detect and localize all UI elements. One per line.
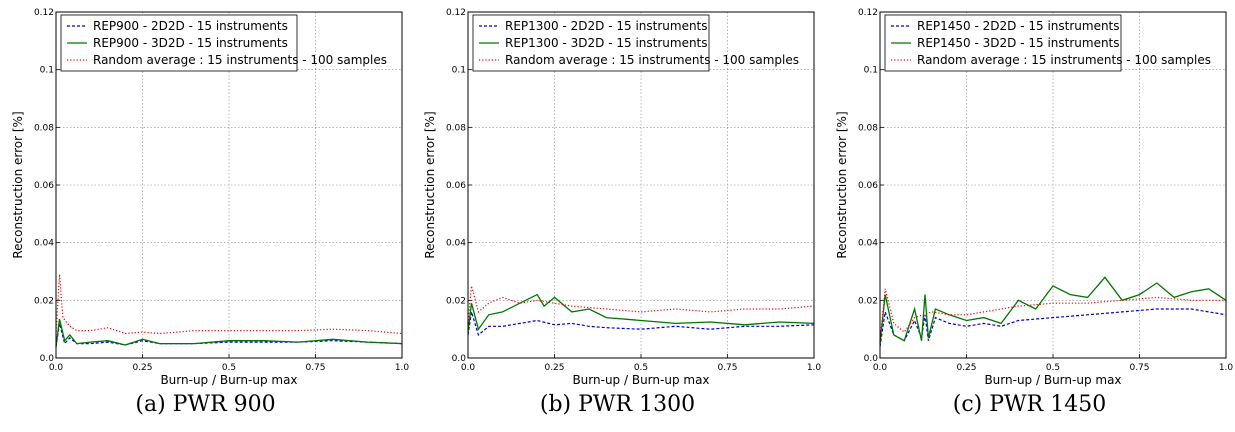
chart-panel-a: 0.0 0.02 0.04 0.06 0.08 0.1 0.12 0.0 0.25 0.5 0.75… xyxy=(0,0,411,432)
x-axis-label: Burn-up / Burn-up max xyxy=(160,373,297,387)
legend-label: REP900 - 2D2D - 15 instruments xyxy=(93,19,288,33)
line-chart-c: 0.0 0.02 0.04 0.06 0.08 0.1 0.12 0.0 0.25 0.5 0.75… xyxy=(835,8,1234,387)
y-axis-label: Reconstruction error [%] xyxy=(11,111,25,258)
chart-caption: (a) PWR 900 xyxy=(135,392,276,417)
y-tick-label: 0.1 xyxy=(452,66,466,76)
series-line-3 xyxy=(55,274,403,335)
x-tick-label: 0.5 xyxy=(1046,363,1060,373)
chart-caption: (c) PWR 1450 xyxy=(952,392,1107,417)
x-tick-label: 0.25 xyxy=(956,363,976,373)
y-tick-label: 0.08 xyxy=(446,123,466,133)
series-line-2 xyxy=(879,276,1227,344)
legend-box xyxy=(884,14,1122,72)
y-tick-label: 0.04 xyxy=(858,239,878,249)
x-tick-label: 0.25 xyxy=(544,363,564,373)
y-tick-label: 0.04 xyxy=(34,239,54,249)
y-axis-label: Reconstruction error [%] xyxy=(423,111,437,258)
chart-panel-c: 0.0 0.02 0.04 0.06 0.08 0.1 0.12 0.0 0.25 0.5 0.75… xyxy=(824,0,1235,432)
legend-label: REP1300 - 3D2D - 15 instruments xyxy=(505,36,708,50)
y-tick-label: 0.1 xyxy=(40,66,54,76)
y-tick-label: 0.08 xyxy=(34,123,54,133)
x-tick-label: 0.0 xyxy=(873,363,888,373)
y-tick-label: 0.1 xyxy=(864,66,878,76)
series-line-3 xyxy=(467,285,815,324)
legend-label: Random average : 15 instruments - 100 sa… xyxy=(505,53,799,67)
legend-label: REP1450 - 2D2D - 15 instruments xyxy=(917,19,1120,33)
y-tick-label: 0.0 xyxy=(864,354,879,364)
y-tick-label: 0.12 xyxy=(34,8,54,18)
y-tick-label: 0.08 xyxy=(858,123,878,133)
x-tick-label: 1.0 xyxy=(1219,363,1234,373)
chart-panel-b: 0.0 0.02 0.04 0.06 0.08 0.1 0.12 0.0 0.25 0.5 0.75… xyxy=(412,0,823,432)
x-tick-label: 0.75 xyxy=(717,363,737,373)
series-line-3 xyxy=(879,288,1226,341)
legend-label: Random average : 15 instruments - 100 sa… xyxy=(917,53,1211,67)
x-tick-label: 0.25 xyxy=(132,363,152,373)
y-tick-label: 0.06 xyxy=(34,181,54,191)
chart-caption: (b) PWR 1300 xyxy=(539,392,696,417)
y-tick-label: 0.06 xyxy=(446,181,466,191)
series-line-1 xyxy=(467,311,815,336)
x-axis-label: Burn-up / Burn-up max xyxy=(572,373,709,387)
x-tick-label: 1.0 xyxy=(395,363,410,373)
line-chart-b: 0.0 0.02 0.04 0.06 0.08 0.1 0.12 0.0 0.25 0.5 0.75… xyxy=(423,8,822,387)
legend-box xyxy=(60,14,298,72)
legend-label: REP900 - 3D2D - 15 instruments xyxy=(93,36,288,50)
legend-box xyxy=(472,14,710,72)
x-tick-label: 0.5 xyxy=(634,363,648,373)
x-tick-label: 0.75 xyxy=(305,363,325,373)
y-tick-label: 0.12 xyxy=(858,8,878,18)
y-axis-label: Reconstruction error [%] xyxy=(835,111,849,258)
y-tick-label: 0.0 xyxy=(40,354,55,364)
x-axis-label: Burn-up / Burn-up max xyxy=(984,373,1121,387)
legend-label: REP1300 - 2D2D - 15 instruments xyxy=(505,19,708,33)
y-tick-label: 0.06 xyxy=(858,181,878,191)
x-tick-label: 0.0 xyxy=(461,363,476,373)
y-tick-label: 0.02 xyxy=(858,296,878,306)
x-tick-label: 0.75 xyxy=(1129,363,1149,373)
x-tick-label: 1.0 xyxy=(807,363,822,373)
legend-label: Random average : 15 instruments - 100 sa… xyxy=(93,53,387,67)
y-tick-label: 0.02 xyxy=(34,296,54,306)
y-tick-label: 0.12 xyxy=(446,8,466,18)
plot-frame xyxy=(467,11,815,359)
series-line-2 xyxy=(55,318,403,347)
y-tick-label: 0.0 xyxy=(452,354,467,364)
line-chart-a: 0.0 0.02 0.04 0.06 0.08 0.1 0.12 0.0 0.25 0.5 0.75… xyxy=(11,8,410,387)
plot-frame xyxy=(55,11,403,359)
x-tick-label: 0.0 xyxy=(49,363,64,373)
series-line-2 xyxy=(467,293,815,333)
y-tick-label: 0.04 xyxy=(446,239,466,249)
y-tick-label: 0.02 xyxy=(446,296,466,306)
plot-frame xyxy=(879,11,1227,359)
legend-label: REP1450 - 3D2D - 15 instruments xyxy=(917,36,1120,50)
x-tick-label: 0.5 xyxy=(222,363,236,373)
